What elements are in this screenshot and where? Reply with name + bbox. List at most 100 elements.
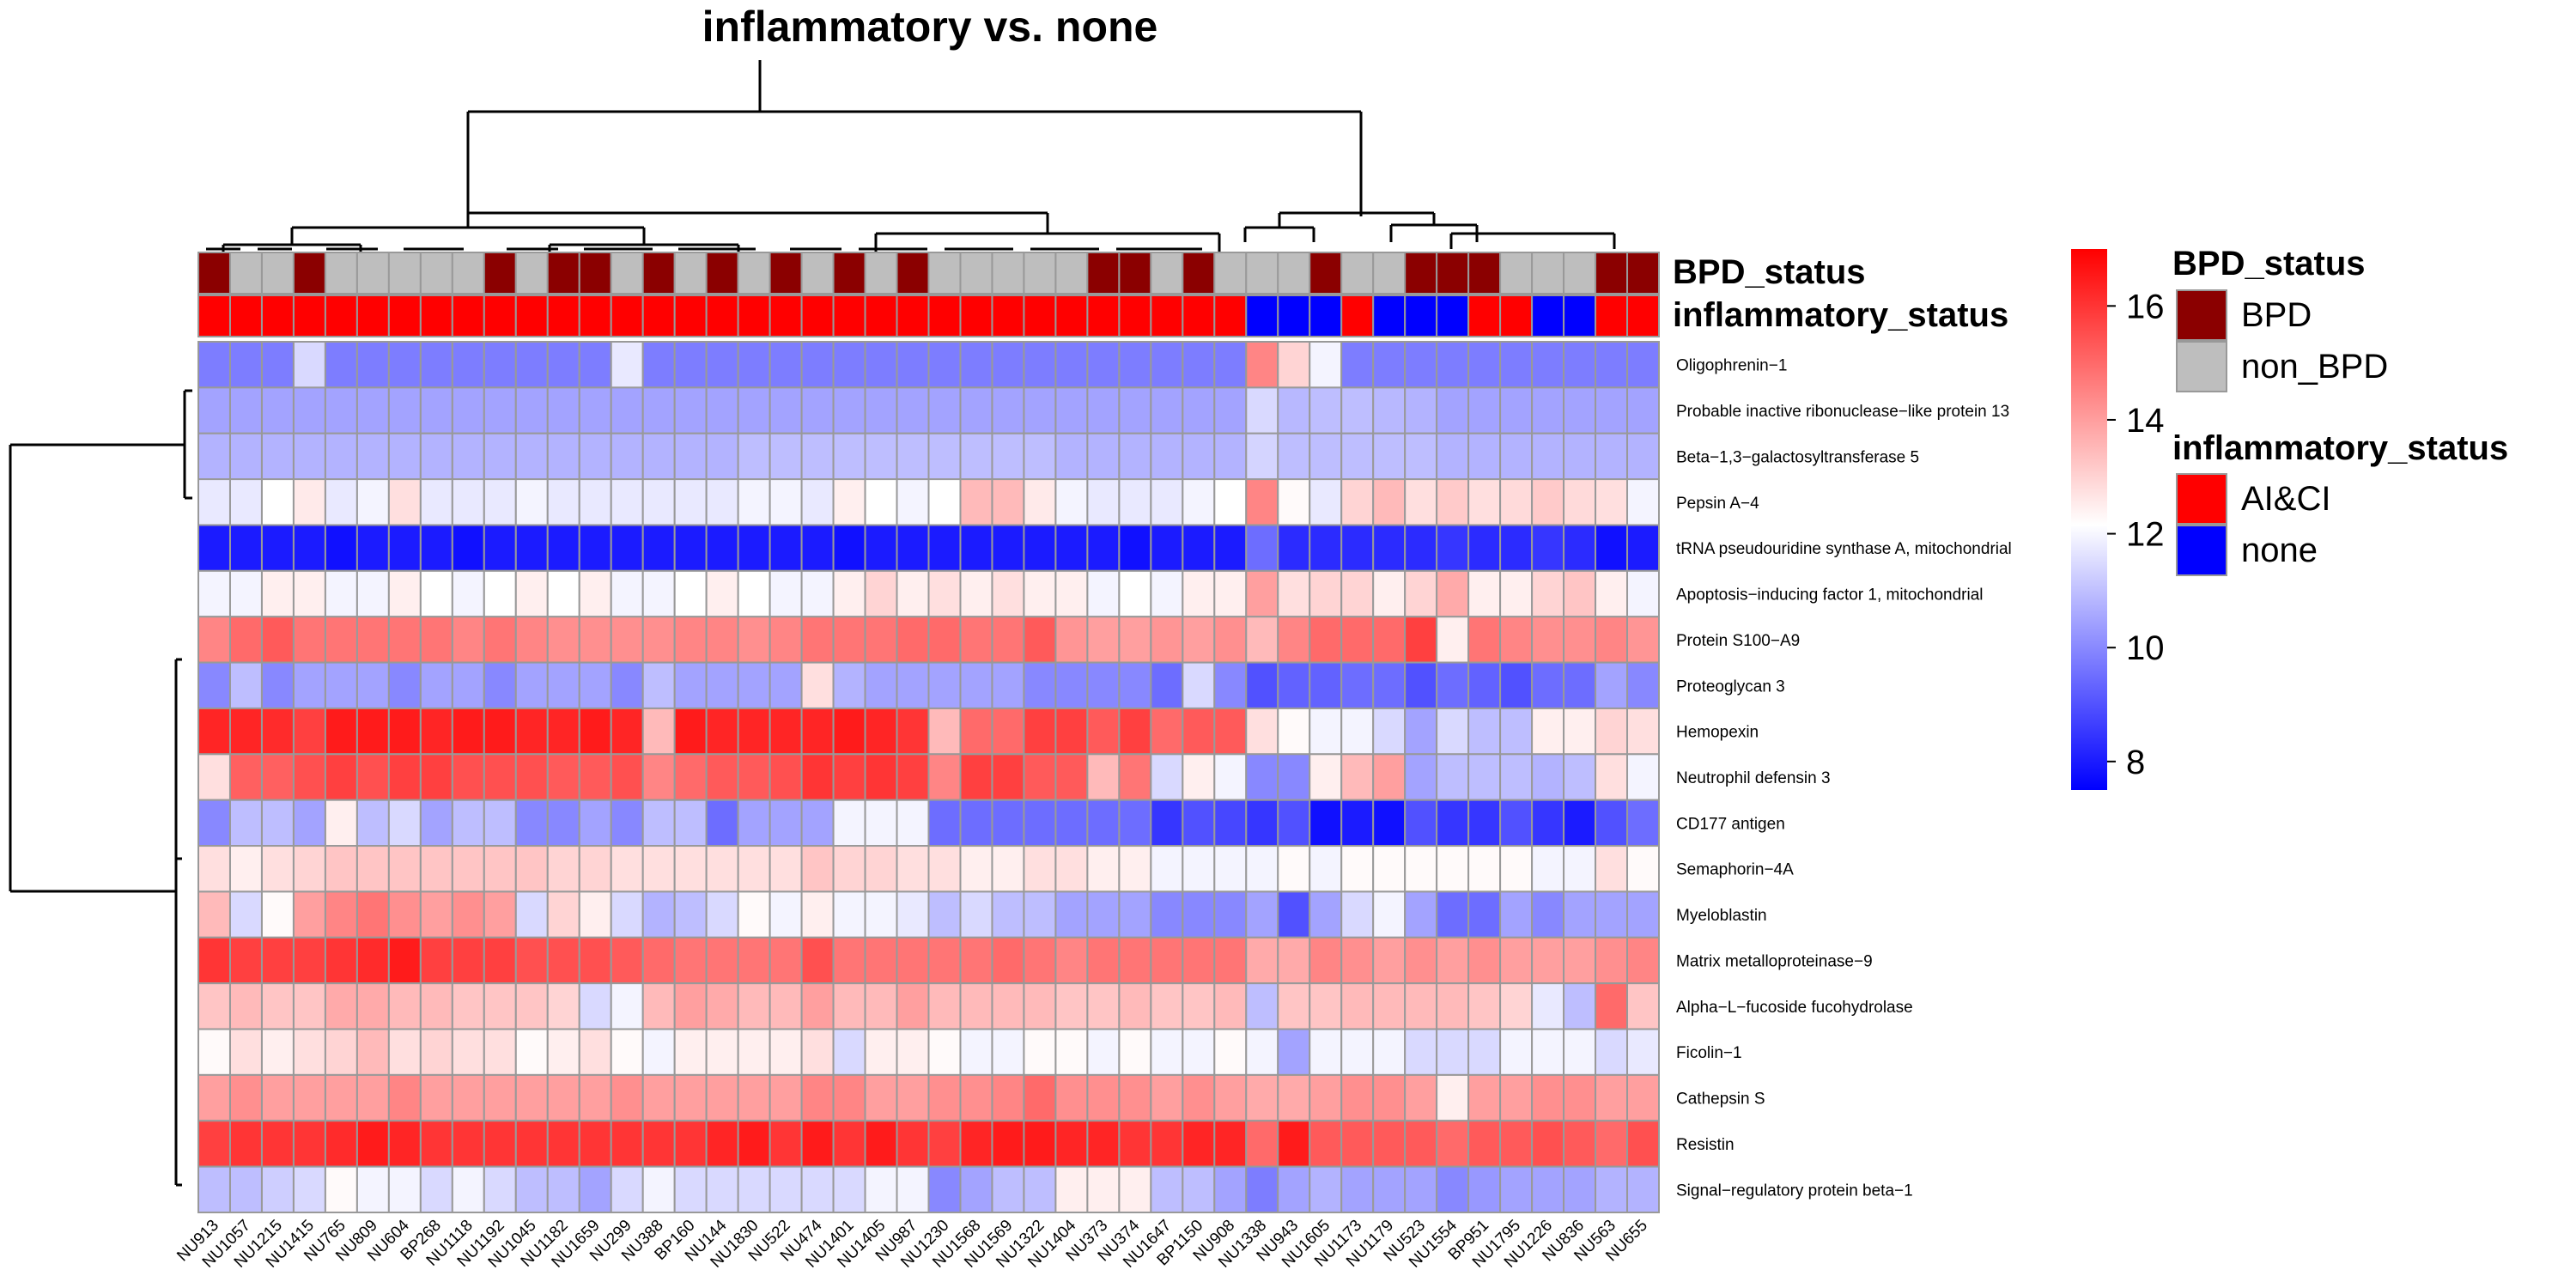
heatmap-cell — [1626, 707, 1660, 756]
heatmap-cell — [927, 478, 962, 526]
heatmap-cell — [959, 890, 993, 939]
heatmap-cell — [1245, 890, 1279, 939]
heatmap-cell — [1404, 1120, 1438, 1168]
heatmap-cell — [1499, 890, 1534, 939]
annotation-tracks — [197, 252, 1660, 337]
heatmap-cell — [1404, 845, 1438, 893]
heatmap-cell — [1436, 799, 1470, 848]
heatmap-cell — [1118, 753, 1152, 801]
heatmap-cell — [1245, 707, 1279, 756]
heatmap-cell — [1277, 432, 1311, 481]
heatmap-cell — [1340, 982, 1375, 1030]
heatmap-cell — [514, 936, 549, 985]
heatmap-cell — [355, 386, 390, 434]
heatmap-cell — [1340, 341, 1375, 389]
heatmap-cell — [1467, 1120, 1502, 1168]
heatmap-cell — [387, 661, 422, 709]
heatmap-cell — [769, 753, 803, 801]
annotation-cell — [959, 295, 993, 337]
heatmap-cell — [1372, 890, 1406, 939]
heatmap-cell — [1086, 753, 1121, 801]
annotation-cell — [610, 295, 644, 337]
heatmap-cell — [1563, 569, 1597, 618]
heatmap-cell — [514, 569, 549, 618]
heatmap-cell — [355, 1165, 390, 1214]
heatmap-cell — [1340, 1165, 1375, 1214]
heatmap-cell — [769, 707, 803, 756]
heatmap-cell — [1563, 1165, 1597, 1214]
heatmap-cell — [1150, 386, 1184, 434]
heatmap-cell — [737, 1165, 771, 1214]
heatmap-cell — [260, 707, 295, 756]
annotation-cell — [673, 252, 708, 295]
heatmap-cell — [641, 432, 676, 481]
heatmap-cell — [991, 1120, 1025, 1168]
heatmap-cell — [451, 982, 485, 1030]
heatmap-cell — [1626, 845, 1660, 893]
heatmap-cell — [1213, 616, 1248, 664]
heatmap-cell — [1245, 478, 1279, 526]
heatmap-cell — [610, 753, 644, 801]
heatmap-cell — [292, 386, 326, 434]
heatmap-cell — [1213, 1028, 1248, 1076]
heatmap-cell — [1213, 1120, 1248, 1168]
heatmap-cell — [419, 478, 453, 526]
heatmap-cell — [1595, 341, 1629, 389]
heatmap-cell — [197, 341, 231, 389]
heatmap-cell — [705, 936, 739, 985]
heatmap-cell — [769, 569, 803, 618]
heatmap-cell — [1372, 1028, 1406, 1076]
heatmap-cell — [1054, 386, 1089, 434]
heatmap-cell — [1595, 524, 1629, 572]
heatmap-cell — [769, 845, 803, 893]
annotation-cell — [864, 295, 898, 337]
heatmap-cell — [355, 753, 390, 801]
heatmap-cell — [1340, 569, 1375, 618]
heatmap-cell — [673, 524, 708, 572]
heatmap-cell — [1372, 341, 1406, 389]
heatmap-cell — [991, 1028, 1025, 1076]
heatmap-cell — [927, 845, 962, 893]
heatmap-cell — [1404, 386, 1438, 434]
heatmap-cell — [228, 478, 263, 526]
heatmap-cell — [1404, 616, 1438, 664]
heatmap-cell — [483, 661, 517, 709]
heatmap-cell — [483, 432, 517, 481]
heatmap-cell — [1150, 524, 1184, 572]
heatmap-cell — [546, 936, 580, 985]
heatmap-cell — [197, 616, 231, 664]
heatmap-cell — [832, 936, 866, 985]
heatmap-cell — [228, 569, 263, 618]
heatmap-cell — [1531, 616, 1565, 664]
heatmap-cell — [514, 753, 549, 801]
heatmap-cell — [800, 1028, 835, 1076]
heatmap-cell — [324, 661, 358, 709]
heatmap-cell — [737, 982, 771, 1030]
annotation-cell — [197, 252, 231, 295]
heatmap-cell — [1150, 982, 1184, 1030]
heatmap-cell — [1086, 1028, 1121, 1076]
heatmap-cell — [324, 799, 358, 848]
heatmap-cell — [1626, 936, 1660, 985]
heatmap-cell — [1626, 341, 1660, 389]
heatmap-cell — [1054, 890, 1089, 939]
heatmap-cell — [1309, 341, 1343, 389]
heatmap-cell — [1340, 616, 1375, 664]
heatmap-cell — [673, 386, 708, 434]
heatmap-cell — [991, 753, 1025, 801]
heatmap-cell — [228, 982, 263, 1030]
heatmap-cell — [673, 1165, 708, 1214]
heatmap-cell — [578, 524, 612, 572]
heatmap-cell — [991, 341, 1025, 389]
annotation-cell — [578, 252, 612, 295]
heatmap-cell — [896, 1165, 930, 1214]
heatmap-cell — [1595, 1073, 1629, 1122]
annotation-cell — [1213, 252, 1248, 295]
heatmap-cell — [1150, 1073, 1184, 1122]
heatmap-cell — [514, 845, 549, 893]
heatmap-cell — [546, 432, 580, 481]
heatmap-cell — [737, 845, 771, 893]
heatmap-cell — [451, 1120, 485, 1168]
heatmap-cell — [1595, 661, 1629, 709]
heatmap-cell — [546, 386, 580, 434]
